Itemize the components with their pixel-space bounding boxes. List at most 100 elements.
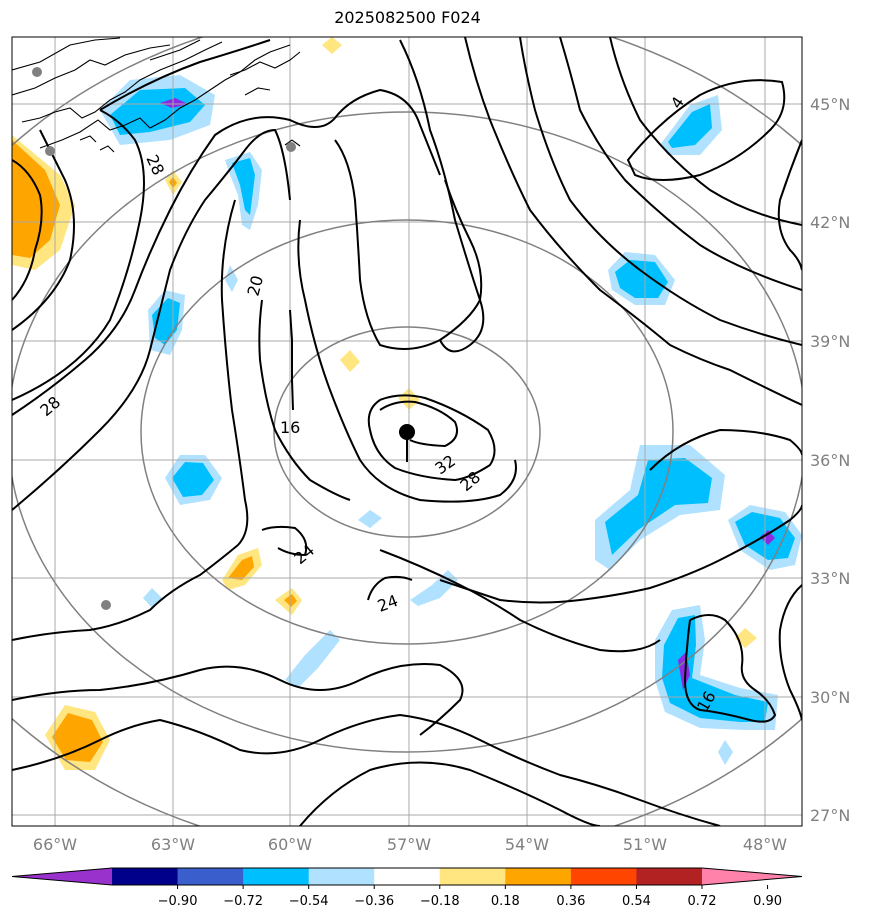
contour-east-4 <box>609 37 802 226</box>
lat-label: 30°N <box>810 688 850 707</box>
positive-area-small-2 <box>340 350 360 372</box>
contour-32-center <box>379 400 458 448</box>
lon-label: 60°W <box>268 835 312 854</box>
lon-label: 63°W <box>151 835 195 854</box>
negative-area-round-core <box>172 462 214 497</box>
negative-area-ne-core <box>668 104 712 148</box>
negative-area-se-core <box>662 615 768 722</box>
contour-label: 20 <box>244 273 268 298</box>
contour-4-ne <box>626 79 786 181</box>
colorbar-segment <box>243 868 310 885</box>
colorbar-segment <box>374 868 441 885</box>
lon-label: 51°W <box>623 835 667 854</box>
lat-label: 36°N <box>810 451 850 470</box>
colorbar-tick-label: 0.72 <box>688 894 717 909</box>
map-plot-area: 4 28 20 16 28 32 28 24 24 16 <box>12 37 802 826</box>
colorbar-tick-label: −0.90 <box>158 894 198 909</box>
colorbar-tick-label: 0.36 <box>556 894 585 909</box>
contour-label: 16 <box>280 418 300 437</box>
lon-label: 57°W <box>387 835 431 854</box>
lat-label: 39°N <box>810 332 850 351</box>
contour-24-west <box>12 88 441 416</box>
colorbar-segment <box>112 868 179 885</box>
colorbar-tick-label: −0.36 <box>354 894 394 909</box>
contour-label: 4 <box>667 93 688 112</box>
negative-area-southstreak <box>285 630 340 688</box>
positive-area-top <box>322 37 342 54</box>
station-dot <box>286 142 296 152</box>
shaded-field <box>12 37 802 770</box>
contour-28-center <box>367 394 496 482</box>
lat-label: 27°N <box>810 806 850 825</box>
contour-label: 24 <box>290 540 318 568</box>
negative-area-tick-1 <box>225 265 238 292</box>
colorbar-segment <box>570 868 637 885</box>
negative-area-e2-core <box>605 458 712 555</box>
lat-label: 45°N <box>810 95 850 114</box>
latitude-labels: 45°N 42°N 39°N 36°N 33°N 30°N 27°N <box>810 95 850 825</box>
contour-16-west <box>289 309 294 411</box>
contour-28-inner <box>297 219 517 503</box>
colorbar-segment <box>177 868 244 885</box>
contour-24-small-2 <box>367 575 413 601</box>
negative-area-e3-purple <box>760 530 775 545</box>
contour-south-1 <box>12 663 464 736</box>
contour-east-5 <box>777 139 802 271</box>
contour-outer-center-1 <box>334 139 483 350</box>
lon-label: 66°W <box>33 835 77 854</box>
lat-label: 33°N <box>810 569 850 588</box>
negative-area-se-purple <box>678 652 690 690</box>
contour-labels: 4 28 20 16 28 32 28 24 24 16 <box>36 93 719 715</box>
contour-se-4 <box>778 584 802 721</box>
contour-outer-center-2 <box>399 39 485 353</box>
station-dot <box>32 67 42 77</box>
contour-28-west <box>12 109 145 401</box>
contour-24-small-1 <box>261 525 308 557</box>
colorbar-tick-label: −0.54 <box>289 894 329 909</box>
coastline <box>12 37 301 153</box>
contour-20-west <box>12 128 291 511</box>
colorbar-segment <box>439 868 506 885</box>
contour-28-north <box>99 39 271 111</box>
contour-label: 32 <box>431 451 459 478</box>
contour-36-west <box>12 159 43 301</box>
contour-south-3 <box>299 761 601 826</box>
contour-east-2 <box>519 37 802 346</box>
contour-east-1 <box>464 37 802 406</box>
negative-area-small-3 <box>143 588 162 608</box>
map-frame <box>11 36 803 827</box>
negative-area-small-4 <box>410 570 458 606</box>
positive-area-southwest-core <box>52 713 103 762</box>
negative-area-nw-core <box>110 88 205 135</box>
station-markers <box>32 67 296 610</box>
contour-24-inner <box>12 199 249 641</box>
colorbar-segment <box>308 868 375 885</box>
contour-20-inner <box>258 299 351 501</box>
contour-south-2 <box>12 713 721 826</box>
contour-label: 28 <box>142 152 168 178</box>
contour-label: 24 <box>375 591 401 616</box>
colorbar-tick-label: 0.18 <box>491 894 520 909</box>
height-contours <box>12 37 802 826</box>
contour-se-2 <box>379 549 661 653</box>
colorbar-segment <box>636 868 703 885</box>
colorbar-tick-label: −0.18 <box>420 894 460 909</box>
negative-area-streak-core <box>232 158 255 215</box>
colorbar-outline <box>11 867 803 886</box>
contour-se-5 <box>649 428 802 471</box>
colorbar: −0.90 −0.72 −0.54 −0.36 −0.18 0.18 0.36 0.54 0.7… <box>11 867 803 909</box>
contour-32-west <box>12 129 75 331</box>
lon-label: 48°W <box>743 835 787 854</box>
contour-east-3 <box>559 37 802 291</box>
contour-label: 28 <box>36 392 64 420</box>
colorbar-tick-label: 0.90 <box>753 894 782 909</box>
negative-area-small-2 <box>358 510 382 528</box>
map-title: 2025082500 F024 <box>334 8 481 27</box>
colorbar-extend-low <box>12 868 112 885</box>
lon-label: 54°W <box>505 835 549 854</box>
colorbar-segment <box>505 868 572 885</box>
negative-area-nw-purple <box>160 98 188 108</box>
lat-label: 42°N <box>810 213 850 232</box>
positive-area-small-4-core <box>228 556 254 580</box>
